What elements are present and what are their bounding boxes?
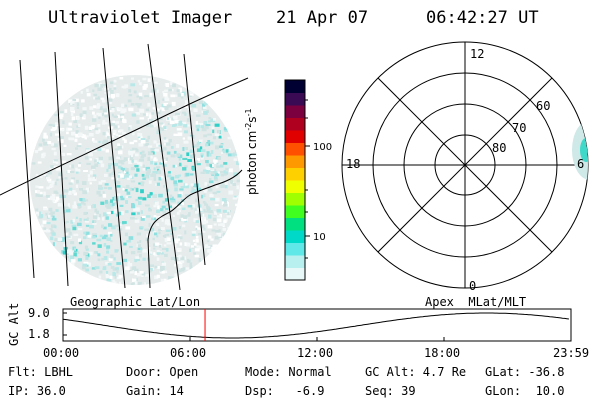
ip-status: IP: 36.0 (8, 384, 66, 398)
altitude-xtick-0000: 00:00 (43, 346, 80, 360)
time-label: 06:42:27 UT (426, 8, 539, 28)
altitude-ylabel: GC Alt (7, 302, 21, 346)
polar-plot (341, 41, 589, 289)
gc-alt-status: GC Alt: 4.7 Re (365, 365, 467, 379)
altitude-xtick-2359: 23:59 (553, 346, 590, 360)
seq-status: Seq: 39 (365, 384, 416, 398)
meridian-line (54, 51, 69, 287)
colorbar-unit-label: photon cm-2s-1 (244, 108, 259, 195)
parallel-line (0, 77, 249, 196)
colorbar-segment (285, 155, 305, 168)
gain-status: Gain: 14 (126, 384, 184, 398)
colorbar-ticks (305, 99, 310, 259)
altitude-ytick-1-8: 1.8 (28, 327, 50, 341)
colorbar-segment (285, 80, 305, 93)
coastline (147, 239, 151, 289)
altitude-xtick-1800: 18:00 (424, 346, 461, 360)
meridian-line (183, 53, 206, 266)
door-status: Door: Open (126, 365, 199, 379)
colorbar-segment (285, 130, 305, 143)
colorbar-segment (285, 192, 305, 206)
right-map-label: Apex MLat/MLT (425, 295, 527, 309)
lat-label-80: 80 (492, 141, 506, 155)
colorbar-tick-10: 10 (313, 232, 326, 243)
uv-image-disk (30, 75, 240, 285)
altitude-xtick-0600: 06:00 (170, 346, 207, 360)
colorbar-segment (285, 205, 305, 218)
meridian-line (147, 43, 181, 290)
colorbar-segment (285, 167, 305, 181)
mlt-label-6: 6 (577, 157, 584, 171)
coastline (147, 169, 243, 241)
glat-status: GLat: -36.8 (485, 365, 565, 379)
colorbar-segment (285, 267, 305, 281)
date-label: 21 Apr 07 (276, 8, 369, 28)
colorbar-segment (285, 105, 305, 118)
mlt-label-18: 18 (346, 157, 360, 171)
colorbar-tick-100: 100 (313, 142, 332, 153)
dsp-status: Dsp: -6.9 (245, 384, 325, 398)
altitude-x-ticks (62, 337, 572, 341)
altitude-ytick-9: 9.0 (28, 306, 50, 320)
colorbar-segment (285, 217, 305, 231)
colorbar-segment (285, 92, 305, 106)
glon-status: GLon: 10.0 (485, 384, 565, 398)
altitude-panel (62, 308, 572, 342)
colorbar-segment (285, 180, 305, 193)
lat-label-60: 60 (536, 99, 550, 113)
meridian-line (19, 59, 35, 279)
colorbar-segment (285, 117, 305, 131)
mlt-label-0: 0 (469, 279, 476, 293)
mode-status: Mode: Normal (245, 365, 332, 379)
colorbar-segment (285, 255, 305, 268)
altitude-xtick-1200: 12:00 (297, 346, 334, 360)
altitude-y-ticks (63, 312, 67, 336)
polar-image-edge (572, 120, 588, 180)
meridian-line (102, 47, 126, 289)
lat-label-70: 70 (512, 121, 526, 135)
colorbar-segment (285, 242, 305, 256)
mlt-label-12: 12 (470, 47, 484, 61)
colorbar (284, 79, 306, 281)
geographic-grid (0, 43, 249, 290)
colorbar-segment (285, 142, 305, 156)
altitude-curve (62, 312, 569, 339)
left-map-label: Geographic Lat/Lon (70, 295, 201, 309)
polar-diagonal (377, 77, 553, 253)
instrument-title: Ultraviolet Imager (48, 8, 233, 28)
filter-status: Flt: LBHL (8, 365, 74, 379)
colorbar-segment (285, 230, 305, 243)
